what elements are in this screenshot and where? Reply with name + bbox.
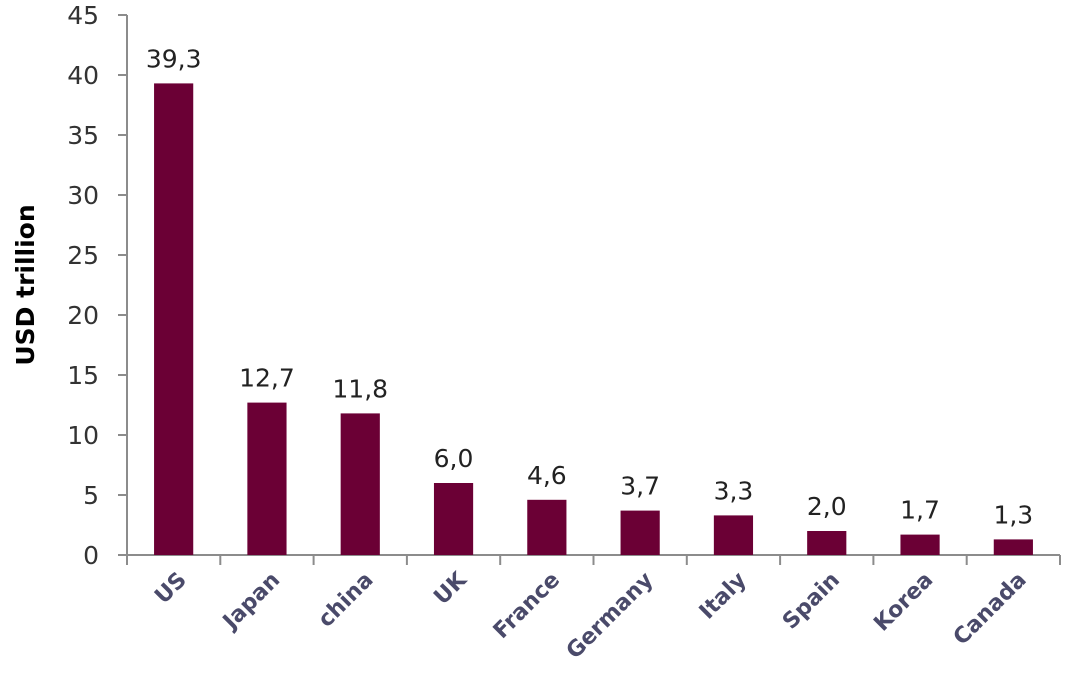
x-tick-label: Korea [869, 568, 938, 637]
y-tick-label: 25 [67, 241, 99, 270]
y-tick-label: 35 [67, 121, 99, 150]
y-tick-label: 45 [67, 1, 99, 30]
y-tick-label: 15 [67, 361, 99, 390]
y-axis-title-group: USD trillion [11, 204, 40, 365]
y-tick-label: 5 [83, 481, 99, 510]
x-tick-label: France [489, 568, 565, 644]
x-tick-label: Japan [217, 568, 285, 636]
y-tick-label: 10 [67, 421, 99, 450]
data-label: 11,8 [332, 374, 388, 403]
data-label: 3,7 [620, 472, 660, 501]
bar-japan [247, 402, 287, 555]
data-label: 6,0 [434, 444, 474, 473]
y-axis-title: USD trillion [11, 204, 40, 365]
data-label: 4,6 [527, 461, 567, 490]
x-tick-label: Spain [778, 568, 845, 635]
data-label: 39,3 [146, 44, 202, 73]
data-label: 3,3 [714, 476, 754, 505]
bar-germany [620, 510, 660, 555]
bar-korea [900, 534, 940, 555]
x-tick-label: Italy [695, 568, 752, 625]
data-label: 12,7 [239, 364, 295, 393]
bar-italy [713, 515, 754, 555]
y-axis-ticks: 0 5 10 15 20 25 30 35 40 45 [67, 1, 127, 570]
x-tick-label: UK [429, 567, 472, 610]
data-label: 1,3 [993, 500, 1033, 529]
y-tick-label: 30 [67, 181, 99, 210]
data-labels: 39,3 12,7 11,8 6,0 4,6 3,7 3,3 2,0 1,7 1,3 [146, 44, 1033, 529]
y-tick-label: 0 [83, 541, 99, 570]
bar-uk [433, 483, 474, 555]
data-label: 1,7 [900, 496, 940, 525]
bars [154, 83, 1033, 556]
x-tick-label: Canada [949, 568, 1032, 651]
bar-canada [993, 539, 1033, 555]
y-tick-label: 40 [67, 61, 99, 90]
bar-china [340, 413, 380, 555]
data-label: 2,0 [807, 492, 847, 521]
bar-us [154, 83, 194, 556]
x-tick-label: Germany [562, 568, 659, 665]
x-tick-label: china [314, 568, 379, 633]
bar-spain [807, 531, 847, 555]
bar-france [527, 499, 567, 555]
y-tick-label: 20 [67, 301, 99, 330]
x-tick-label: US [150, 568, 192, 610]
